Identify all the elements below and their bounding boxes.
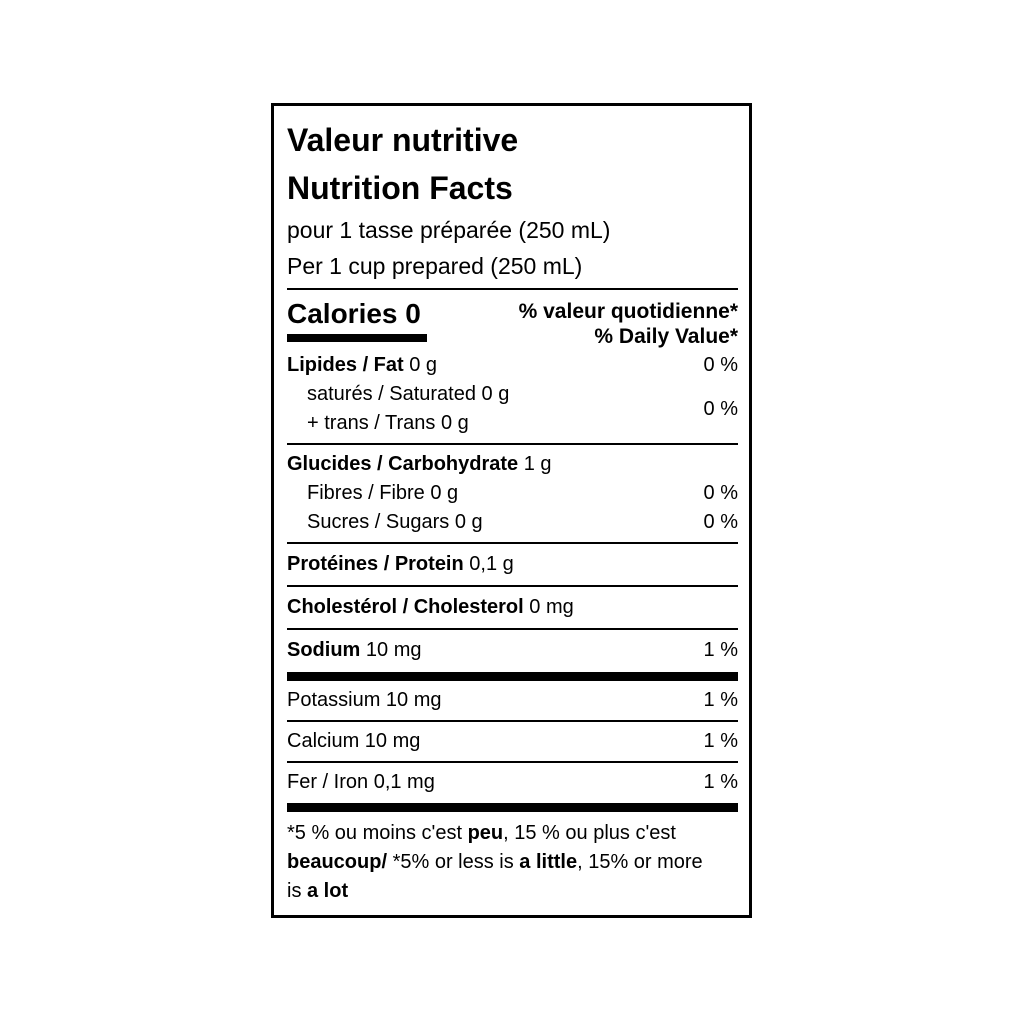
calcium-name: Calcium 10 mg: [287, 730, 421, 752]
protein-name: Protéines / Protein 0,1 g: [287, 553, 514, 575]
nutrient-row-sugars: Sucres / Sugars 0 g 0 %: [287, 508, 738, 537]
iron-dv: 1 %: [703, 771, 738, 793]
daily-value-header-en: % Daily Value*: [594, 325, 738, 348]
carbohydrate-name: Glucides / Carbohydrate 1 g: [287, 453, 552, 475]
footnote-en-pre: *5% or less is: [387, 851, 520, 873]
serving-size-fr: pour 1 tasse préparée (250 mL): [287, 217, 611, 243]
calories-text: Calories 0: [287, 299, 427, 329]
title-fr: Valeur nutritive: [287, 122, 519, 158]
fat-name: Lipides / Fat 0 g: [287, 354, 438, 376]
footnote-fr-pre: *5 % ou moins c'est: [287, 822, 468, 844]
calories-row: Calories 0 % valeur quotidienne* % Daily…: [287, 290, 738, 349]
saturated-name: saturés / Saturated 0 g: [307, 383, 510, 405]
daily-value-header-fr: % valeur quotidienne*: [518, 300, 738, 323]
title-en: Nutrition Facts: [287, 170, 513, 206]
sodium-dv: 1 %: [703, 639, 738, 661]
daily-value-header: % valeur quotidienne* % Daily Value*: [519, 299, 738, 349]
fat-section: Lipides / Fat 0 g 0 % saturés / Saturate…: [287, 349, 738, 445]
nutrient-row-sodium: Sodium 10 mg 1 %: [287, 636, 738, 665]
nutrition-facts-label: Valeur nutritive Nutrition Facts pour 1 …: [271, 103, 752, 918]
footnote-fr-low: peu: [467, 822, 504, 844]
footnote-en-high: a lot: [307, 880, 349, 902]
separator-bar-bottom: [287, 803, 738, 812]
nutrient-row-protein: Protéines / Protein 0,1 g: [287, 550, 738, 579]
protein-section: Protéines / Protein 0,1 g: [287, 544, 738, 587]
sugars-dv: 0 %: [703, 511, 738, 533]
fibre-dv: 0 %: [703, 482, 738, 504]
nutrient-row-carbohydrate: Glucides / Carbohydrate 1 g: [287, 450, 738, 479]
calcium-section: Calcium 10 mg 1 %: [287, 722, 738, 763]
sodium-name: Sodium 10 mg: [287, 639, 422, 661]
carbohydrate-section: Glucides / Carbohydrate 1 g Fibres / Fib…: [287, 445, 738, 544]
footnote-fr-mid: , 15 % ou plus c'est: [503, 822, 676, 844]
potassium-section: Potassium 10 mg 1 %: [287, 681, 738, 722]
saturated-trans-dv: 0 %: [703, 397, 738, 420]
footnote-fr-high: beaucoup/: [287, 851, 388, 873]
label-header: Valeur nutritive Nutrition Facts pour 1 …: [287, 116, 738, 290]
potassium-dv: 1 %: [703, 689, 738, 711]
trans-name: + trans / Trans 0 g: [307, 412, 469, 434]
calories-value: 0: [405, 298, 421, 329]
iron-name: Fer / Iron 0,1 mg: [287, 771, 435, 793]
footnote-en-mid: , 15% or more is: [287, 851, 703, 902]
calcium-dv: 1 %: [703, 730, 738, 752]
nutrient-row-cholesterol: Cholestérol / Cholesterol 0 mg: [287, 593, 738, 622]
nutrient-row-fat: Lipides / Fat 0 g 0 %: [287, 351, 738, 380]
calories-label: Calories: [287, 298, 398, 329]
separator-bar-top: [287, 672, 738, 681]
calories-block: Calories 0: [287, 299, 427, 342]
cholesterol-section: Cholestérol / Cholesterol 0 mg: [287, 587, 738, 630]
sugars-name: Sucres / Sugars 0 g: [307, 511, 483, 533]
cholesterol-name: Cholestérol / Cholesterol 0 mg: [287, 596, 574, 618]
nutrient-row-saturated-trans: saturés / Saturated 0 g + trans / Trans …: [287, 380, 738, 438]
footnote-en-low: a little: [519, 851, 578, 873]
calories-underline-bar: [287, 334, 427, 342]
nutrient-row-potassium: Potassium 10 mg 1 %: [287, 686, 738, 715]
nutrient-row-fibre: Fibres / Fibre 0 g 0 %: [287, 479, 738, 508]
potassium-name: Potassium 10 mg: [287, 689, 442, 711]
nutrient-row-iron: Fer / Iron 0,1 mg 1 %: [287, 768, 738, 797]
footnote: *5 % ou moins c'est peu, 15 % ou plus c'…: [287, 812, 717, 906]
sodium-section: Sodium 10 mg 1 %: [287, 630, 738, 672]
iron-section: Fer / Iron 0,1 mg 1 %: [287, 763, 738, 803]
fibre-name: Fibres / Fibre 0 g: [307, 482, 459, 504]
nutrient-row-calcium: Calcium 10 mg 1 %: [287, 727, 738, 756]
fat-dv: 0 %: [703, 354, 738, 376]
saturated-trans-names: saturés / Saturated 0 g + trans / Trans …: [287, 380, 509, 438]
serving-size-en: Per 1 cup prepared (250 mL): [287, 253, 583, 279]
